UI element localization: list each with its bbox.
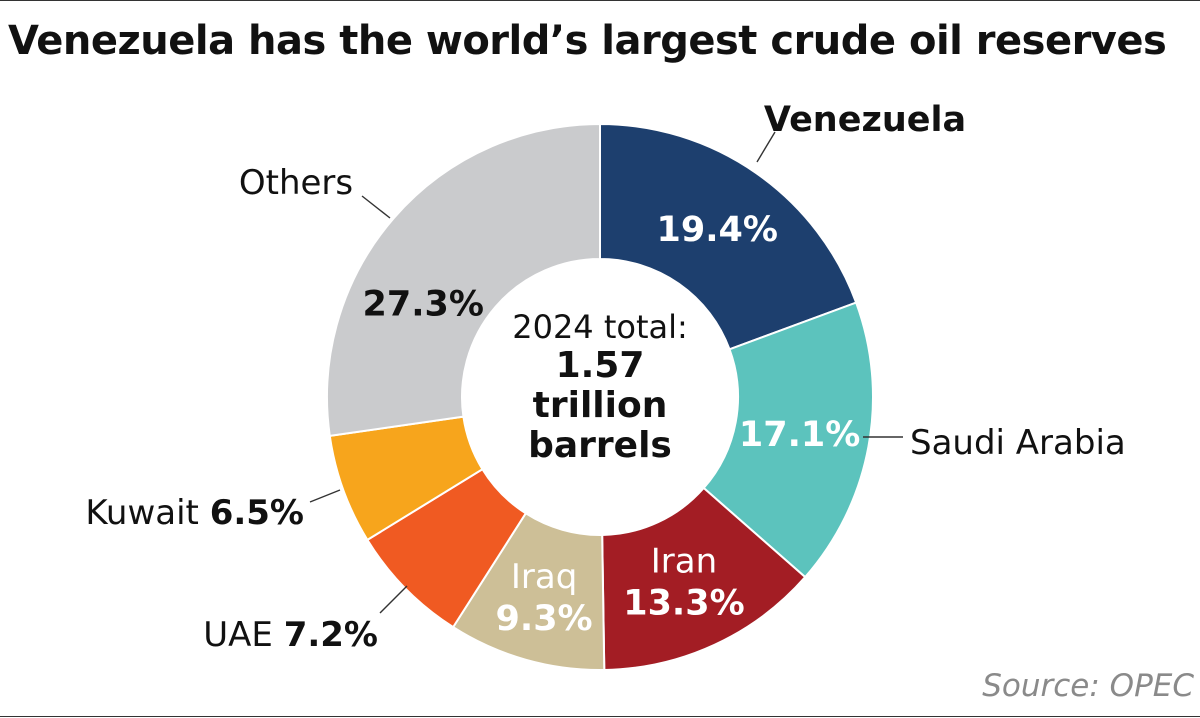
slice-name-iraq: Iraq	[511, 557, 577, 597]
center-total-unit-1: trillion	[532, 385, 668, 427]
center-total-value: 1.57	[555, 344, 645, 386]
leader-line-uae	[379, 585, 408, 614]
slice-label-venezuela: Venezuela	[764, 100, 966, 140]
slice-venezuela	[599, 122, 858, 351]
slice-value-iraq: 9.3%	[496, 599, 593, 639]
chart-title: Venezuela has the world’s largest crude …	[8, 18, 1167, 64]
slice-name-iran: Iran	[651, 542, 717, 582]
center-total-unit-2: barrels	[528, 425, 672, 467]
center-total-lead: 2024 total:	[512, 308, 688, 346]
source-note: Source: OPEC	[982, 668, 1194, 704]
slice-value-saudi-arabia: 17.1%	[739, 415, 860, 455]
slice-others	[326, 122, 601, 437]
slice-value-others: 27.3%	[363, 284, 484, 324]
top-rule	[0, 0, 1200, 1]
donut-center-label: 2024 total: 1.57 trillion barrels	[480, 308, 720, 467]
bottom-rule	[0, 716, 1200, 717]
slice-label-uae: UAE 7.2%	[203, 615, 378, 655]
leader-line-kuwait	[309, 489, 341, 503]
slice-label-saudi-arabia: Saudi Arabia	[910, 423, 1126, 463]
slice-value-iran: 13.3%	[623, 584, 744, 624]
slice-iran	[601, 486, 807, 671]
slice-label-others: Others	[239, 163, 353, 203]
leader-line-venezuela	[756, 131, 776, 163]
slice-label-kuwait: Kuwait 6.5%	[85, 493, 304, 533]
leader-line-others	[361, 195, 391, 219]
slice-value-venezuela: 19.4%	[657, 210, 778, 250]
slice-saudi-arabia	[702, 301, 874, 579]
